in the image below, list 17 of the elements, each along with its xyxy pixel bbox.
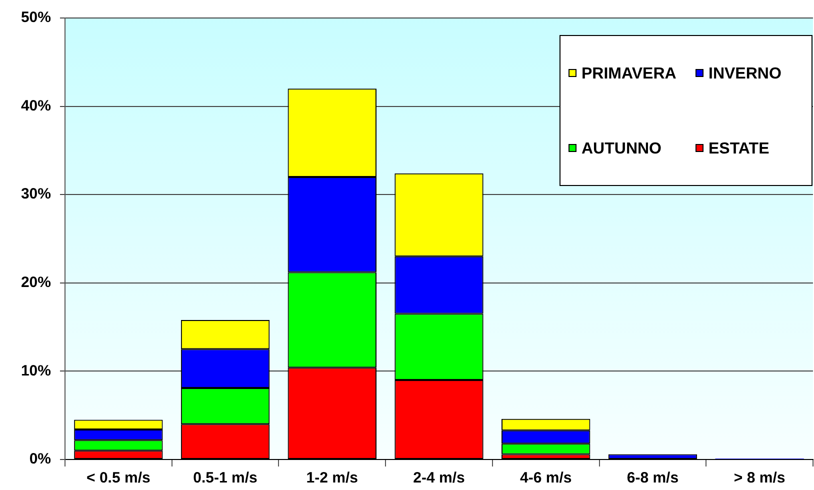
y-tick-label: 30% [20,186,51,203]
x-tick-label: 6-8 m/s [626,470,679,487]
legend-label: PRIMAVERA [582,65,677,82]
x-tick-label: 1-2 m/s [306,470,358,487]
x-tick-label: > 8 m/s [734,470,786,487]
x-tick-label: 2-4 m/s [413,470,465,487]
y-tick-label: 20% [20,274,51,292]
x-tick-label: 4-6 m/s [520,470,572,487]
y-tick-label: 40% [20,97,51,114]
legend-label: AUTUNNO [582,140,662,158]
y-tick-label: 50% [20,9,51,26]
legend-label: INVERNO [708,65,782,82]
y-tick-label: 10% [20,362,51,380]
x-tick-label: 0.5-1 m/s [193,470,258,487]
y-tick-label: 0% [29,450,51,468]
legend-label: ESTATE [708,140,770,158]
x-tick-label: < 0.5 m/s [86,470,150,487]
